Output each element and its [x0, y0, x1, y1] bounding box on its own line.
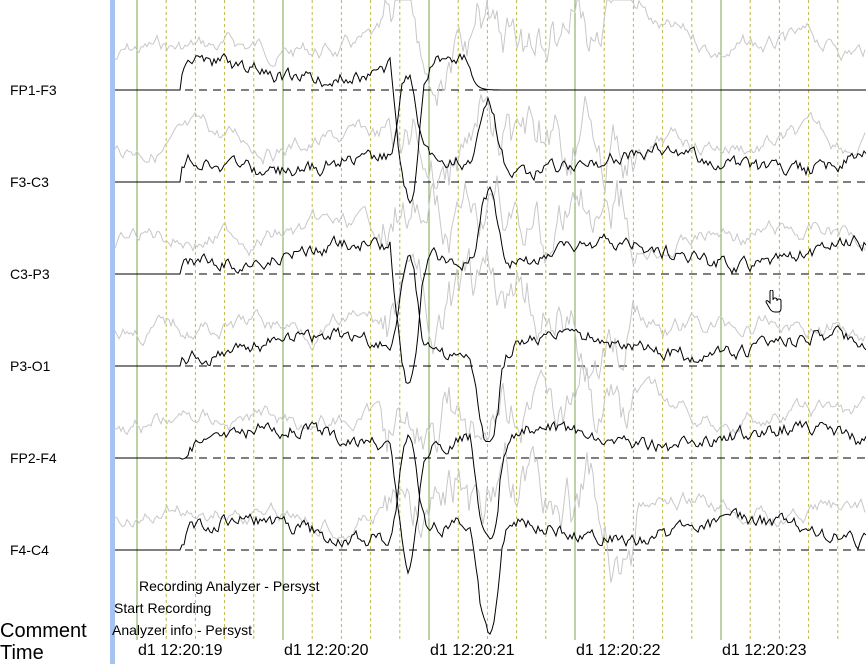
channel-label-p3-o1[interactable]: P3-O1	[10, 358, 51, 374]
ghost-trace-5	[114, 365, 866, 453]
ghost-trace-6	[114, 442, 866, 583]
eeg-trace-5	[115, 419, 866, 575]
hand-pointer-icon	[765, 289, 783, 319]
ghost-trace-2	[114, 94, 866, 194]
channel-label-f4-c4[interactable]: F4-C4	[10, 542, 49, 558]
eeg-trace-3	[115, 186, 866, 384]
ghost-trace-4	[114, 248, 866, 381]
channel-label-f3-c3[interactable]: F3-C3	[10, 174, 49, 190]
time-label-1: d1 12:20:19	[138, 642, 223, 659]
time-label-2: d1 12:20:20	[284, 642, 369, 659]
comment-start-recording[interactable]: Start Recording	[114, 600, 212, 616]
time-label-5: d1 12:20:23	[722, 642, 807, 659]
channel-label-fp1-f3[interactable]: FP1-F3	[10, 82, 57, 98]
comment-row-title: Comment	[0, 620, 87, 642]
eeg-trace-6	[115, 433, 866, 635]
eeg-trace-4	[115, 254, 866, 442]
channel-label-c3-p3[interactable]: C3-P3	[10, 266, 50, 282]
montage-selection-bar[interactable]	[110, 0, 115, 664]
comment-recording-analyzer[interactable]: Recording Analyzer - Persyst	[139, 578, 320, 594]
comment-analyzer-info[interactable]: Analyzer info - Persyst	[112, 622, 253, 638]
time-label-4: d1 12:20:22	[576, 642, 661, 659]
eeg-trace-1	[115, 52, 866, 204]
time-label-3: d1 12:20:21	[430, 642, 515, 659]
channel-label-fp2-f4[interactable]: FP2-F4	[10, 450, 57, 466]
ghost-trace-3	[114, 175, 866, 264]
time-row-title: Time	[0, 642, 44, 664]
eeg-trace-2	[115, 73, 866, 183]
ghost-trace-1	[115, 0, 866, 106]
